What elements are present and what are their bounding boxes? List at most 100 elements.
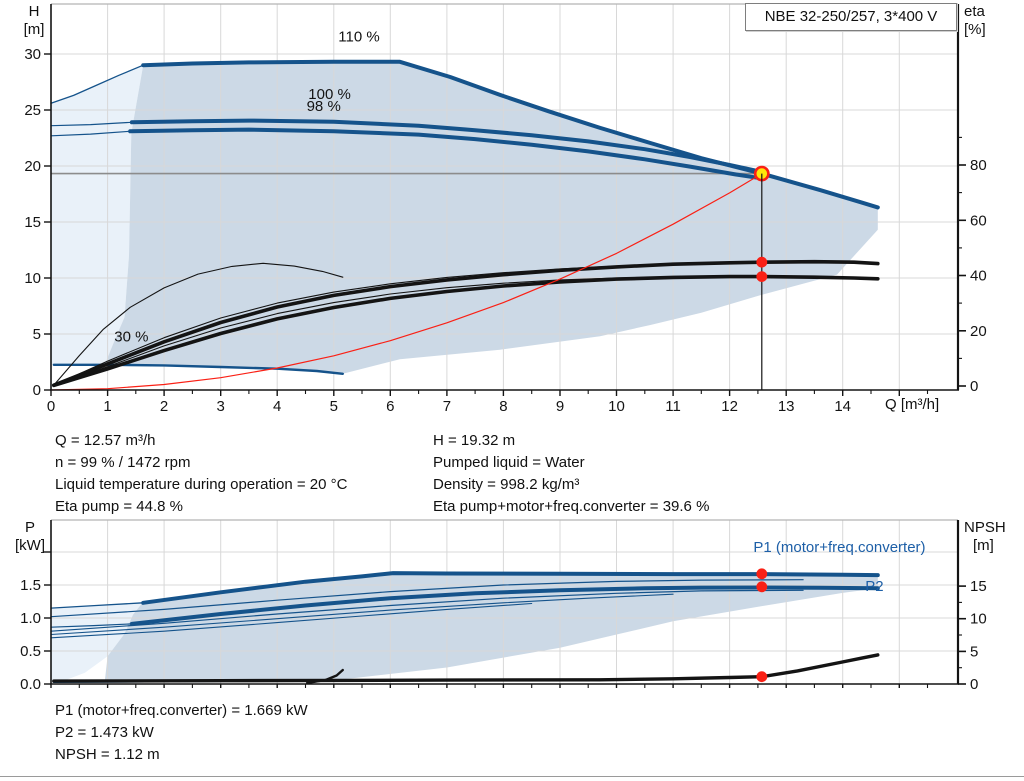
- curve-100: [129, 118, 757, 173]
- p-envelope-light: [51, 601, 144, 683]
- info-pumped-liquid: Pumped liquid = Water: [433, 454, 585, 471]
- eta-pump: [52, 259, 880, 387]
- p2-point: [756, 581, 768, 593]
- npsh-point: [756, 671, 768, 683]
- right-tick-label: 0: [970, 676, 978, 693]
- x-tick-label: 2: [160, 398, 168, 415]
- left-tick-label: 5: [33, 326, 41, 343]
- x-tick-label: 0: [47, 398, 55, 415]
- h-axis-title-line2: [m]: [23, 21, 45, 38]
- right-tick-label: 0: [970, 378, 978, 395]
- p-axis-title-line2: [kW]: [15, 537, 45, 554]
- eta-axis-title: eta [%]: [964, 3, 986, 39]
- info-density: Density = 998.2 kg/m³: [433, 476, 580, 493]
- right-tick-label: 20: [970, 323, 987, 340]
- eta-axis-title-line2: [%]: [964, 21, 986, 38]
- p1-min-flow: [50, 602, 144, 609]
- p-thin-2: [50, 589, 804, 632]
- power-info-block: P1 (motor+freq.converter) = 1.669 kW P2 …: [55, 700, 308, 766]
- info-eta-pump: Eta pump = 44.8 %: [55, 498, 183, 515]
- x-tick-label: 9: [556, 398, 564, 415]
- info-liquid-temp: Liquid temperature during operation = 20…: [55, 476, 348, 493]
- curve-100-min-flow: [50, 121, 133, 127]
- x-tick-label: 8: [499, 398, 507, 415]
- eta-pump-point: [756, 256, 768, 268]
- right-tick-label: 10: [970, 611, 987, 628]
- right-tick-label: 80: [970, 157, 987, 174]
- right-tick-label: 5: [970, 643, 978, 660]
- h-axis-title: H [m]: [14, 3, 54, 39]
- eta-total-point: [756, 271, 768, 282]
- x-tick-label: 4: [273, 398, 281, 415]
- x-tick-label: 3: [217, 398, 225, 415]
- eta-hump: [54, 262, 344, 384]
- label-p2: P2: [865, 578, 883, 595]
- envelope-dark: [104, 61, 878, 374]
- p-axis-title-line1: P: [24, 519, 35, 536]
- info-q: Q = 12.57 m³/h: [55, 432, 156, 449]
- curve-110-min-flow: [50, 64, 144, 104]
- left-tick-label: 30: [24, 46, 41, 63]
- p2-min-flow: [50, 623, 133, 628]
- curve-110: [141, 59, 880, 210]
- curve-98: [128, 127, 760, 180]
- x-tick-label: 10: [608, 398, 625, 415]
- npsh-min-tick: [306, 668, 344, 685]
- x-tick-label: 11: [665, 398, 681, 415]
- label-110: 110 %: [338, 29, 379, 46]
- left-tick-label: 1.0: [20, 610, 41, 627]
- right-tick-label: 15: [970, 578, 987, 595]
- pump-title-box: NBE 32-250/257, 3*400 V: [745, 3, 957, 31]
- left-tick-label: 0: [33, 382, 41, 399]
- x-tick-label: 13: [778, 398, 795, 415]
- p-thin-4: [50, 602, 533, 639]
- left-tick-label: 0.5: [20, 643, 41, 660]
- npsh-axis-title-line1: NPSH: [964, 519, 1006, 536]
- left-tick-label: 25: [24, 102, 41, 119]
- info-h: H = 19.32 m: [433, 432, 516, 449]
- left-tick-label: 0.0: [20, 676, 41, 693]
- bottom-separator: [0, 776, 1024, 777]
- info-n: n = 99 % / 1472 rpm: [55, 454, 191, 471]
- x-tick-label: 12: [721, 398, 738, 415]
- info-p1: P1 (motor+freq.converter) = 1.669 kW: [55, 702, 308, 719]
- label-100: 100 %: [308, 86, 351, 103]
- p1-point: [756, 568, 768, 580]
- right-tick-label: 60: [970, 212, 987, 229]
- info-eta-total: Eta pump+motor+freq.converter = 39.6 %: [433, 498, 710, 515]
- p-thin-3: [50, 593, 674, 636]
- eta-thin-2: [53, 276, 719, 386]
- info-p2: P2 = 1.473 kW: [55, 724, 154, 741]
- p-thin-1: [50, 579, 804, 618]
- x-tick-label: 1: [103, 398, 111, 415]
- x-tick-label: 5: [330, 398, 338, 415]
- q-axis-title: Q [m³/h]: [885, 396, 940, 413]
- x-tick-label: 14: [834, 398, 851, 415]
- envelope-light: [51, 65, 144, 365]
- eta-total: [52, 274, 880, 388]
- duty-info-right: H = 19.32 m Pumped liquid = Water Densit…: [433, 430, 709, 518]
- system-curve: [50, 173, 763, 391]
- eta-axis-title-line1: eta: [964, 3, 985, 20]
- p1-curve: [141, 571, 880, 605]
- p-axis-title: P [kW]: [8, 519, 52, 555]
- npsh-axis-title-line2: [m]: [973, 537, 994, 554]
- npsh-axis-title: NPSH [m]: [964, 519, 1006, 555]
- label-98: 98 %: [307, 98, 341, 115]
- curve-98-min-flow: [50, 130, 131, 137]
- left-tick-label: 1.5: [20, 577, 41, 594]
- left-tick-label: 20: [24, 158, 41, 175]
- label-30: 30 %: [114, 328, 148, 345]
- eta-thin-1: [53, 262, 719, 386]
- right-tick-label: 40: [970, 268, 987, 285]
- left-tick-label: 10: [24, 270, 41, 287]
- p2-curve: [129, 585, 880, 626]
- label-p1: P1 (motor+freq.converter): [753, 539, 925, 556]
- pump-title: NBE 32-250/257, 3*400 V: [764, 8, 938, 25]
- info-npsh: NPSH = 1.12 m: [55, 746, 160, 763]
- x-tick-label: 7: [443, 398, 451, 415]
- x-tick-label: 6: [386, 398, 394, 415]
- p-envelope-dark: [104, 572, 878, 682]
